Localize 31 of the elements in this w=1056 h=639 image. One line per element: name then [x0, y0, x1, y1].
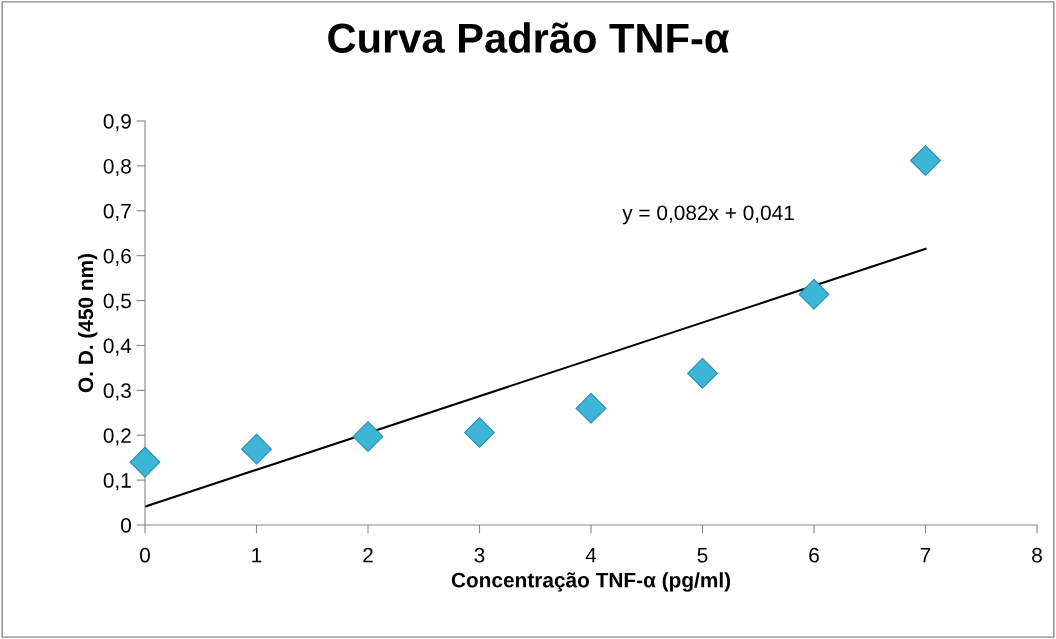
- x-tick-label: 2: [363, 547, 373, 563]
- y-tick-label: 0,1: [103, 473, 131, 491]
- x-tick-label: 1: [252, 547, 262, 563]
- x-tick-label: 7: [920, 547, 931, 563]
- y-tick-label: 0,2: [103, 428, 131, 446]
- x-tick-label: 6: [809, 547, 819, 563]
- point: [129, 446, 161, 478]
- x-tick-label: 8: [1032, 547, 1042, 563]
- annotation: y = 0,082x + 0,041: [622, 205, 794, 225]
- x-tick-label: 0: [140, 547, 150, 563]
- x-axis-title: Concentração TNF-α (pg/ml): [451, 572, 731, 592]
- y-tick-label: 0,7: [103, 203, 131, 221]
- point: [464, 417, 495, 448]
- y-axis-title: O. D. (450 nm): [77, 253, 98, 393]
- point: [575, 392, 607, 424]
- point: [798, 278, 830, 310]
- chart-title: Curva Padrão TNF-α: [328, 22, 730, 53]
- y-tick-label: 0,6: [103, 248, 131, 266]
- point: [352, 421, 384, 453]
- x-tick-label: 3: [474, 547, 485, 563]
- point: [910, 145, 941, 176]
- point: [241, 433, 272, 465]
- y-tick-label: 0: [121, 518, 131, 533]
- y-tick-label: 0,8: [103, 158, 131, 177]
- y-tick-label: 0,3: [103, 383, 131, 401]
- point: [687, 357, 718, 389]
- x-tick-label: 5: [697, 547, 708, 563]
- x-tick-label: 4: [585, 547, 597, 563]
- y-tick-label: 0,4: [103, 338, 132, 356]
- y-tick-label: 0,5: [103, 293, 131, 311]
- y-tick-label: 0,9: [103, 114, 131, 132]
